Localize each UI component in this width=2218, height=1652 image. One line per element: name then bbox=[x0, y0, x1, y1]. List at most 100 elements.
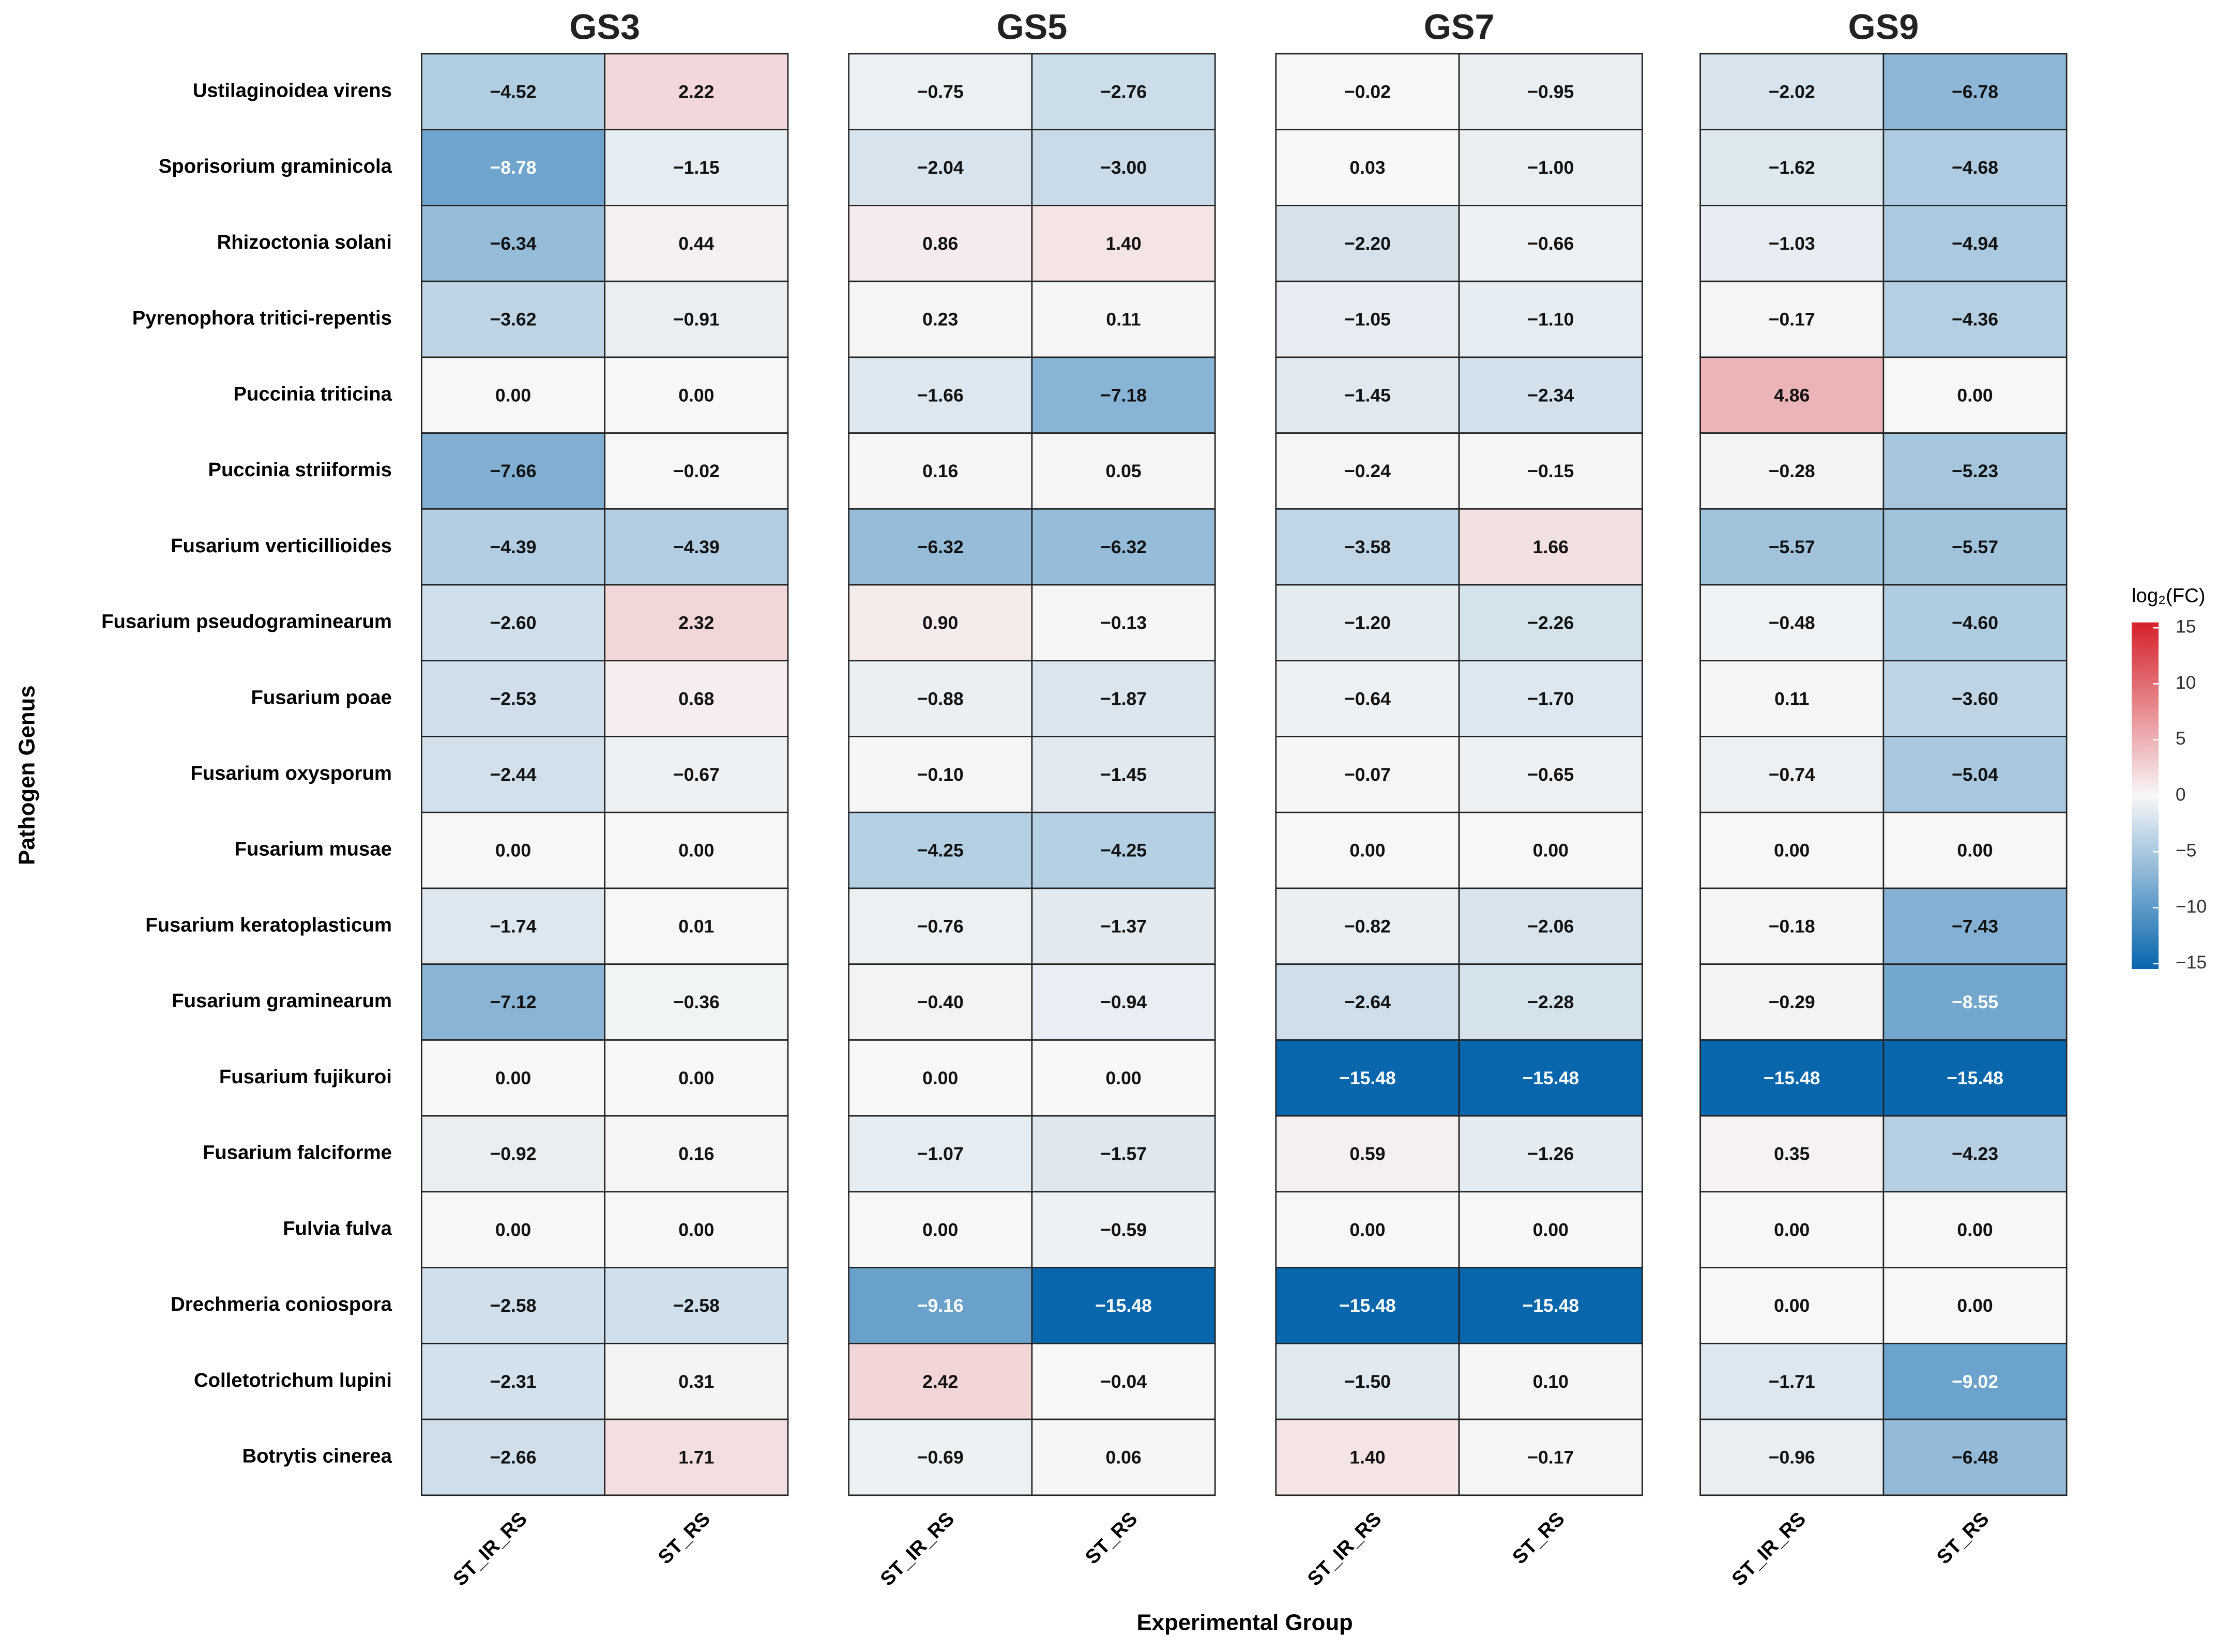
heatmap-cell bbox=[1699, 963, 1885, 1041]
heatmap-cell bbox=[604, 1039, 789, 1117]
x-tick-label: ST_IR_RS bbox=[449, 1508, 531, 1590]
cell-label: −6.78 bbox=[1952, 81, 1998, 102]
cell-label: −0.75 bbox=[917, 81, 964, 102]
heatmap-cell bbox=[604, 432, 789, 510]
cell-label: −3.62 bbox=[490, 309, 537, 330]
cell-label: 0.00 bbox=[1349, 1219, 1385, 1240]
cell-label: −0.65 bbox=[1527, 764, 1574, 785]
cell-label: −1.26 bbox=[1527, 1144, 1574, 1164]
heatmap-cell bbox=[421, 963, 606, 1041]
heatmap-cell bbox=[1699, 508, 1885, 586]
heatmap-cell bbox=[848, 432, 1033, 510]
heatmap-cell bbox=[1275, 736, 1460, 813]
row-label: Rhizoctonia solani bbox=[217, 231, 392, 253]
x-tick-label: ST_RS bbox=[1081, 1508, 1142, 1569]
heatmap-cell bbox=[1882, 205, 2068, 282]
heatmap-cell bbox=[1882, 1039, 2068, 1117]
colorbar-tick-label: 15 bbox=[2176, 616, 2196, 637]
heatmap-cell bbox=[1882, 584, 2068, 662]
cell-label: −1.45 bbox=[1100, 764, 1147, 785]
cell-label: 0.00 bbox=[678, 1219, 714, 1240]
heatmap-cell bbox=[1275, 53, 1460, 131]
heatmap-cell bbox=[1458, 129, 1643, 206]
heatmap-cell bbox=[604, 205, 789, 282]
heatmap-cell bbox=[848, 1418, 1033, 1496]
heatmap-cell bbox=[1275, 1115, 1460, 1193]
cell-label: 1.71 bbox=[678, 1447, 714, 1468]
heatmap-cell bbox=[1031, 584, 1216, 662]
cell-label: −0.36 bbox=[673, 992, 720, 1012]
cell-label: −0.94 bbox=[1100, 992, 1147, 1012]
heatmap-cell bbox=[1031, 660, 1216, 737]
heatmap-cell bbox=[1882, 432, 2068, 510]
cell-label: 0.31 bbox=[678, 1371, 714, 1392]
heatmap-cell bbox=[1458, 205, 1643, 282]
cell-label: 0.00 bbox=[495, 1068, 531, 1088]
cell-label: −2.58 bbox=[490, 1295, 537, 1316]
cell-label: −15.48 bbox=[1522, 1295, 1579, 1316]
heatmap-cell bbox=[604, 1418, 789, 1496]
x-tick-label: ST_RS bbox=[1508, 1508, 1569, 1569]
heatmap-cell bbox=[604, 811, 789, 889]
cell-label: −0.48 bbox=[1769, 613, 1815, 633]
row-label: Pyrenophora tritici-repentis bbox=[132, 307, 392, 329]
heatmap-cell bbox=[604, 736, 789, 813]
cell-label: −0.07 bbox=[1344, 764, 1391, 785]
cell-label: −0.28 bbox=[1769, 461, 1815, 481]
heatmap-cell bbox=[604, 963, 789, 1041]
cell-label: 0.86 bbox=[922, 233, 958, 254]
cell-label: 0.00 bbox=[1957, 385, 1993, 405]
cell-label: −1.10 bbox=[1527, 309, 1574, 330]
heatmap-cell bbox=[1699, 1115, 1885, 1193]
cell-label: −9.16 bbox=[917, 1295, 964, 1316]
heatmap-cell bbox=[1031, 1115, 1216, 1193]
heatmap-cell bbox=[848, 811, 1033, 889]
heatmap-cell bbox=[421, 1191, 606, 1268]
row-label: Ustilaginoidea virens bbox=[193, 79, 392, 101]
x-tick-label: ST_IR_RS bbox=[876, 1508, 959, 1590]
cell-label: −1.66 bbox=[917, 385, 964, 405]
heatmap-cell bbox=[1031, 1039, 1216, 1117]
cell-label: 0.00 bbox=[1774, 840, 1810, 861]
panel-title: GS9 bbox=[1848, 8, 1919, 47]
cell-label: −4.39 bbox=[490, 537, 537, 557]
heatmap-cell bbox=[1031, 53, 1216, 131]
cell-label: 0.23 bbox=[922, 309, 958, 330]
heatmap-cell bbox=[421, 736, 606, 813]
cell-label: −2.20 bbox=[1344, 233, 1391, 254]
cell-label: −9.02 bbox=[1952, 1371, 1998, 1392]
cell-label: −8.78 bbox=[490, 157, 537, 178]
heatmap-cell bbox=[1275, 584, 1460, 662]
cell-label: −1.50 bbox=[1344, 1371, 1391, 1392]
cell-label: 0.16 bbox=[922, 461, 958, 481]
cell-label: −0.15 bbox=[1527, 461, 1574, 481]
heatmap-cell bbox=[1882, 129, 2068, 206]
cell-label: −2.64 bbox=[1344, 992, 1391, 1012]
cell-label: 2.32 bbox=[678, 613, 714, 633]
cell-label: −2.34 bbox=[1527, 385, 1574, 405]
cell-label: −0.91 bbox=[673, 309, 720, 330]
cell-label: −2.06 bbox=[1527, 916, 1574, 936]
heatmap-cell bbox=[1458, 1342, 1643, 1420]
heatmap-cell bbox=[848, 280, 1033, 358]
cell-label: 0.06 bbox=[1105, 1447, 1141, 1468]
cell-label: −4.25 bbox=[1100, 840, 1147, 861]
cell-label: 2.42 bbox=[922, 1371, 958, 1392]
colorbar-title: log₂(FC) bbox=[2132, 585, 2206, 607]
row-label: Fusarium verticillioides bbox=[171, 535, 392, 557]
cell-label: 0.00 bbox=[1533, 1219, 1569, 1240]
cell-label: −1.45 bbox=[1344, 385, 1391, 405]
heatmap-cell bbox=[1275, 205, 1460, 282]
heatmap-cell bbox=[848, 1115, 1033, 1193]
cell-label: −0.67 bbox=[673, 764, 720, 785]
cell-label: −7.43 bbox=[1952, 916, 1998, 936]
cell-label: −15.48 bbox=[1095, 1295, 1152, 1316]
x-tick-label: ST_RS bbox=[654, 1508, 715, 1569]
heatmap-cell bbox=[1699, 53, 1885, 131]
heatmap-cell bbox=[604, 356, 789, 434]
cell-label: −1.57 bbox=[1100, 1144, 1147, 1164]
heatmap-cell bbox=[1458, 1418, 1643, 1496]
cell-label: −1.15 bbox=[673, 157, 720, 178]
x-axis-label: Experimental Group bbox=[1136, 1610, 1353, 1635]
